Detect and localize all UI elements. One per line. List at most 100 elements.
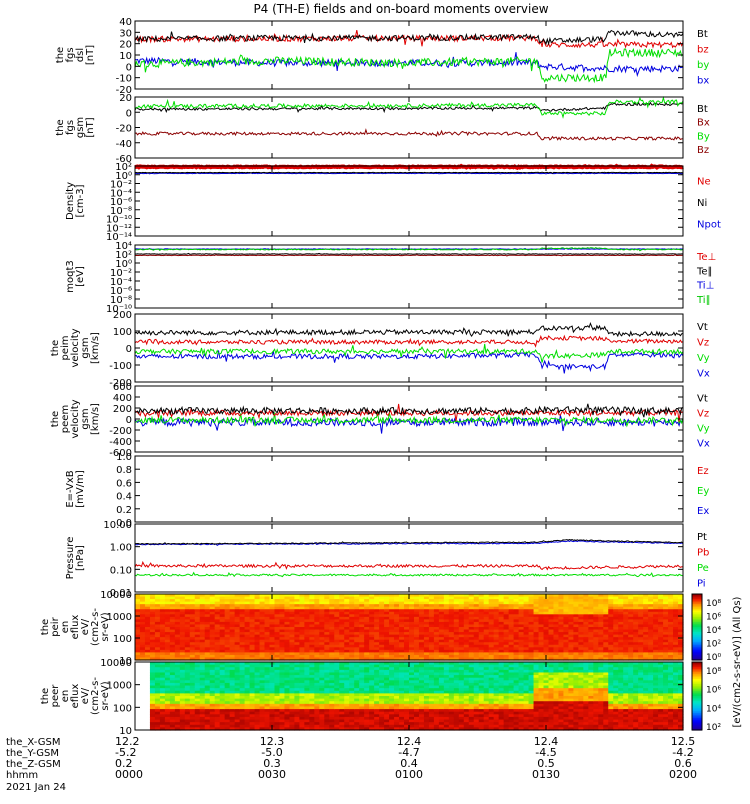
y-tick-label: 100: [113, 327, 132, 338]
x-axis-value: 0000: [115, 768, 143, 781]
legend-entry: Bz: [697, 145, 709, 156]
legend-entry: Pe: [697, 563, 709, 574]
legend-entry: Bx: [697, 118, 710, 129]
panel-density: 10²10⁰10⁻²10⁻⁴10⁻⁶10⁻⁸10⁻¹⁰10⁻¹²10⁻¹⁴Den…: [65, 162, 721, 243]
legend-entry: Vt: [697, 322, 708, 333]
colorbar-tick-label: 10²: [706, 640, 721, 650]
y-axis-label-line: [km/s]: [90, 332, 101, 364]
colorbar-label: [eV/(cm2-s-sr-eV)] (All Qs): [732, 596, 743, 727]
y-axis-label-line: [cm-3]: [75, 184, 86, 217]
colorbar-tick-label: 10⁴: [706, 626, 721, 636]
series-line-red: [135, 562, 683, 569]
y-tick-label: 1.0: [116, 452, 132, 463]
y-axis-label-line: [eV]: [75, 266, 86, 287]
y-tick-label: 100: [113, 703, 132, 714]
y-tick-label: 1.00: [110, 543, 132, 554]
y-tick-label: 0.2: [116, 505, 132, 516]
y-tick-label: -200: [109, 426, 132, 437]
heatmap-cells: [135, 662, 684, 731]
legend-entry: Te∥: [696, 266, 713, 277]
panel-frame: [135, 97, 683, 158]
legend-entry: Ez: [697, 466, 709, 477]
legend-entry: Pt: [697, 532, 707, 543]
y-tick-label: 0.10: [110, 565, 132, 576]
y-tick-label: 0: [126, 415, 132, 426]
x-axis-row-label: the_Z-GSM: [6, 759, 61, 770]
series-line-red: [135, 30, 683, 47]
y-tick-label: 400: [113, 393, 132, 404]
y-tick-label: -20: [116, 124, 132, 135]
series-line-black: [135, 323, 683, 336]
panel-frame: [135, 166, 683, 236]
legend-entry: Ti∥: [696, 295, 711, 306]
x-axis-row-label: the_X-GSM: [6, 737, 60, 748]
legend-entry: Ex: [697, 506, 709, 517]
y-axis-label: moqt3[eV]: [65, 260, 86, 293]
series-line-green: [135, 573, 683, 577]
series-line-darkred: [135, 255, 683, 256]
legend-entry: Ni: [697, 198, 707, 209]
legend-entry: bz: [697, 44, 709, 55]
legend-entry: Bt: [697, 104, 708, 115]
y-tick-label: 200: [113, 404, 132, 415]
legend-entry: Vz: [697, 337, 709, 348]
y-tick-label: 10000: [100, 658, 132, 669]
legend-entry: Vx: [697, 368, 710, 379]
colorbar-tick-label: 10⁸: [706, 599, 721, 609]
panel-frame: [135, 524, 683, 592]
legend-entry: Vt: [697, 394, 708, 405]
y-axis-label-line: [nT]: [85, 45, 96, 65]
series-line-green: [135, 49, 683, 82]
legend-entry: Bt: [697, 29, 708, 40]
y-axis-label: Pressure[nPa]: [65, 537, 86, 580]
x-axis-value: 0130: [532, 768, 560, 781]
x-axis-row-label: hhmm: [6, 770, 38, 781]
legend-entry: Ey: [697, 486, 709, 497]
y-tick-label: 0: [126, 108, 132, 119]
colorbar-tick-label: 10⁴: [706, 704, 721, 714]
colorbar-tick-label: 10⁰: [706, 653, 721, 663]
y-tick-label: 0.4: [116, 492, 132, 503]
x-axis-value: 0200: [669, 768, 697, 781]
y-axis-label: E=-VxB[mV/m]: [65, 470, 86, 508]
legend-entry: Ti⊥: [696, 281, 714, 292]
y-axis-label-line: sr-eV): [100, 681, 111, 710]
y-tick-label: 10000: [100, 590, 132, 601]
y-tick-label: 10.00: [103, 520, 132, 531]
series-line-green: [135, 344, 683, 363]
legend-entry: By: [697, 131, 710, 142]
y-axis-label-line: [km/s]: [90, 403, 101, 435]
series-line-black: [135, 172, 683, 174]
x-axis-value: 0100: [395, 768, 423, 781]
y-axis-label-line: sr-eV): [100, 612, 111, 641]
y-tick-label: 600: [113, 382, 132, 393]
legend-entry: Te⊥: [696, 252, 716, 263]
legend-entry: Ne: [697, 177, 711, 188]
panel-frame: [135, 314, 683, 382]
legend-entry: by: [697, 60, 709, 71]
y-tick-label: 0.6: [116, 478, 132, 489]
y-axis-label: Density[cm-3]: [65, 182, 86, 220]
plot-title: P4 (TH-E) fields and on-board moments ov…: [253, 2, 548, 16]
series-line-black: [135, 253, 683, 254]
legend-entry: bx: [697, 75, 709, 86]
colorbar-tick-label: 10²: [706, 723, 721, 733]
y-tick-label: -40: [116, 139, 132, 150]
y-tick-label: 10: [119, 51, 132, 62]
y-tick-label: 0: [126, 62, 132, 73]
